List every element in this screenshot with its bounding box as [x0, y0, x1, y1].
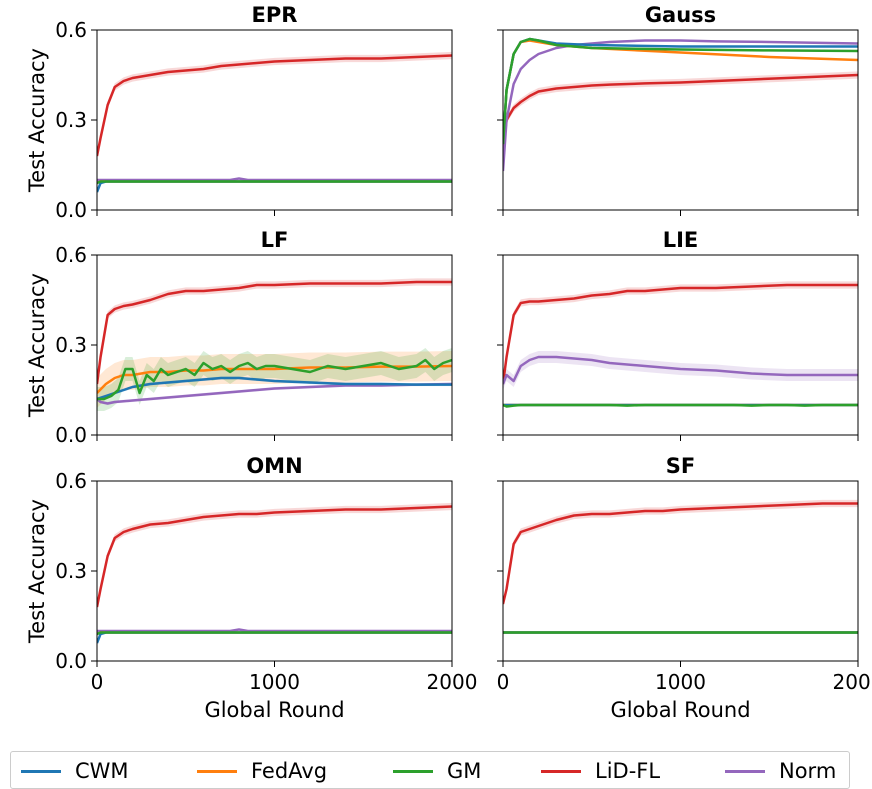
- line-epr-lid-fl: [97, 54, 452, 157]
- series-group-lf: [97, 278, 452, 411]
- legend-swatch-gm: [393, 769, 433, 773]
- line-gauss-gm: [503, 37, 858, 145]
- panel-sf: SF 0 1000 2000 Global Round: [497, 454, 872, 722]
- ytick-label-epr-2: 0.6: [55, 18, 87, 42]
- ytick-label-epr-1: 0.3: [55, 108, 87, 132]
- line-lf-cwm: [97, 376, 452, 401]
- band-gauss-lid-fl: [503, 71, 858, 154]
- legend-swatch-fedavg: [197, 769, 237, 773]
- panel-omn: OMN 0.0 0.3 0.6 0 1000 2000 Test Accuracy Global…: [25, 454, 477, 722]
- panel-title-lie: LIE: [663, 228, 699, 252]
- panel-title-omn: OMN: [246, 454, 302, 478]
- line-sf-lid-fl: [503, 502, 858, 605]
- line-omn-gm: [97, 631, 452, 636]
- ytick-label-omn-1: 0.3: [55, 559, 87, 583]
- line-omn-norm: [97, 628, 452, 633]
- line-lie-gm: [503, 403, 858, 408]
- legend-label-norm: Norm: [779, 759, 837, 783]
- ylabel-lf: Test Accuracy: [25, 273, 49, 418]
- legend-item-fedavg: FedAvg: [197, 758, 327, 784]
- series-group-gauss: [503, 37, 858, 172]
- ytick-label-omn-0: 0.0: [55, 649, 87, 673]
- xlabel-omn: Global Round: [204, 698, 344, 722]
- line-lf-lid-fl: [97, 280, 452, 385]
- legend-label-gm: GM: [447, 759, 482, 783]
- legend-label-fedavg: FedAvg: [251, 759, 328, 783]
- series-group-omn: [97, 502, 452, 644]
- legend-swatch-lid-fl: [541, 769, 581, 773]
- xtick-label-sf-2: 2000: [833, 670, 872, 694]
- band-sf-lid-fl: [503, 499, 858, 608]
- legend-item-lid-fl: LiD-FL: [541, 758, 660, 784]
- line-lf-gm: [97, 358, 452, 401]
- xtick-label-omn-0: 0: [91, 670, 104, 694]
- panel-title-epr: EPR: [252, 3, 298, 27]
- xtick-label-omn-1: 1000: [249, 670, 300, 694]
- band-gauss-fedavg: [503, 39, 858, 145]
- band-omn-lid-fl: [97, 502, 452, 611]
- xlabel-sf: Global Round: [610, 698, 750, 722]
- legend-label-lid-fl: LiD-FL: [595, 759, 661, 783]
- line-epr-cwm: [97, 180, 452, 193]
- series-group-epr: [97, 51, 452, 193]
- band-lf-cwm: [97, 376, 452, 401]
- line-epr-norm: [97, 177, 452, 182]
- legend-swatch-norm: [725, 769, 765, 773]
- band-epr-lid-fl: [97, 51, 452, 160]
- legend-swatch-cwm: [21, 769, 61, 773]
- panel-lie: LIE: [497, 228, 859, 441]
- line-lf-norm: [97, 382, 452, 405]
- legend-label-cwm: CWM: [75, 759, 129, 783]
- line-gauss-lid-fl: [503, 73, 858, 151]
- legend-item-norm: Norm: [725, 758, 836, 784]
- line-gauss-fedavg: [503, 39, 858, 145]
- xtick-label-sf-1: 1000: [655, 670, 706, 694]
- line-lie-lid-fl: [503, 283, 858, 385]
- panel-title-sf: SF: [666, 454, 695, 478]
- line-omn-cwm: [97, 631, 452, 644]
- series-group-lie: [503, 281, 858, 408]
- panel-title-lf: LF: [261, 228, 289, 252]
- xtick-label-omn-2: 2000: [427, 670, 478, 694]
- xtick-label-sf-0: 0: [497, 670, 510, 694]
- band-lf-gm: [97, 348, 452, 411]
- ylabel-omn: Test Accuracy: [25, 499, 49, 644]
- legend: CWM FedAvg GM LiD-FL Norm: [10, 751, 850, 789]
- series-group-sf: [503, 499, 858, 634]
- line-epr-gm: [97, 180, 452, 185]
- ytick-label-epr-0: 0.0: [55, 198, 87, 222]
- line-lie-norm: [503, 355, 858, 385]
- ytick-label-lf-1: 0.3: [55, 333, 87, 357]
- ytick-label-omn-2: 0.6: [55, 469, 87, 493]
- line-gauss-norm: [503, 39, 858, 172]
- panel-gauss: Gauss: [497, 3, 859, 216]
- line-omn-lid-fl: [97, 505, 452, 608]
- ylabel-epr: Test Accuracy: [25, 48, 49, 193]
- legend-item-cwm: CWM: [21, 758, 129, 784]
- ytick-label-lf-2: 0.6: [55, 243, 87, 267]
- legend-item-gm: GM: [393, 758, 481, 784]
- panel-title-gauss: Gauss: [645, 3, 716, 27]
- ytick-label-lf-0: 0.0: [55, 423, 87, 447]
